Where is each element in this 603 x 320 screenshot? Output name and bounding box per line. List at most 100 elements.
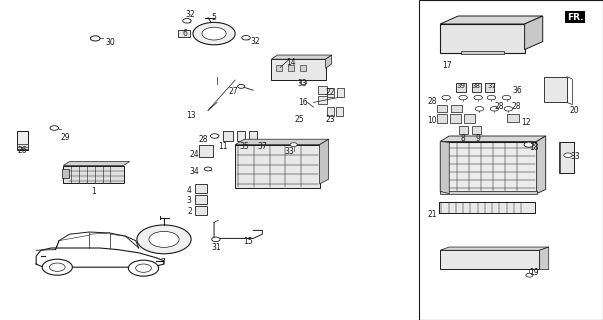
Bar [63, 166, 124, 183]
Text: 6: 6 [182, 29, 187, 38]
Bar [456, 83, 466, 92]
Circle shape [137, 225, 191, 254]
Circle shape [204, 167, 212, 171]
Text: 27: 27 [229, 87, 238, 96]
Text: 18: 18 [529, 143, 539, 152]
Bar [472, 83, 481, 92]
Bar [458, 126, 468, 134]
Circle shape [183, 19, 191, 23]
Circle shape [50, 126, 58, 130]
Text: 33: 33 [285, 147, 294, 156]
Circle shape [212, 237, 220, 242]
Text: 29: 29 [60, 133, 70, 142]
Text: 21: 21 [428, 210, 437, 219]
Bar [419, 0, 603, 320]
Text: 22: 22 [325, 88, 335, 97]
Polygon shape [63, 162, 130, 165]
Bar [235, 145, 320, 188]
Text: 2: 2 [187, 207, 192, 216]
Bar [195, 206, 207, 215]
Text: 20: 20 [569, 106, 579, 115]
Bar [276, 65, 282, 71]
Text: 32: 32 [185, 10, 195, 19]
Circle shape [238, 84, 245, 88]
Bar [17, 131, 28, 150]
Polygon shape [540, 247, 549, 269]
Text: 28: 28 [511, 102, 521, 111]
Text: 17: 17 [443, 61, 452, 70]
Bar [507, 114, 519, 122]
Text: 10: 10 [428, 116, 437, 124]
Circle shape [210, 134, 219, 138]
Bar [440, 142, 537, 192]
Polygon shape [440, 136, 546, 141]
Polygon shape [326, 55, 332, 68]
Bar [17, 144, 28, 149]
Bar [337, 88, 344, 97]
Bar [437, 114, 447, 123]
Text: 38: 38 [472, 83, 481, 89]
Bar [195, 195, 207, 204]
Bar [288, 65, 294, 71]
Bar [439, 202, 535, 213]
Text: 28: 28 [428, 97, 437, 106]
Circle shape [193, 22, 235, 45]
Bar [195, 184, 207, 193]
Text: 28: 28 [494, 102, 504, 111]
Text: FR.: FR. [567, 13, 583, 22]
Text: 31: 31 [211, 243, 221, 252]
Circle shape [149, 231, 179, 247]
Circle shape [459, 95, 467, 100]
Bar [318, 96, 327, 104]
Text: 5: 5 [212, 13, 216, 22]
Polygon shape [440, 141, 449, 194]
Bar [472, 126, 481, 134]
Text: 19: 19 [529, 268, 539, 277]
Bar [336, 107, 343, 116]
Text: 11: 11 [218, 142, 228, 151]
Text: 4: 4 [187, 186, 192, 195]
Text: 24: 24 [189, 150, 199, 159]
Polygon shape [235, 139, 329, 145]
Bar [178, 30, 190, 37]
Text: 28: 28 [198, 135, 208, 144]
Bar [450, 114, 461, 123]
Bar [451, 105, 462, 112]
Bar [249, 131, 257, 141]
Text: 34: 34 [189, 167, 199, 176]
Bar [237, 131, 245, 141]
Text: 7: 7 [160, 258, 165, 267]
Circle shape [504, 107, 513, 111]
Bar [300, 65, 306, 71]
Bar [327, 107, 334, 116]
Polygon shape [440, 247, 549, 250]
Text: 37: 37 [257, 142, 267, 151]
Text: 8: 8 [461, 134, 466, 143]
Bar [464, 114, 475, 123]
Circle shape [526, 273, 533, 277]
Bar [440, 250, 539, 269]
Bar [62, 169, 69, 178]
Circle shape [475, 107, 484, 111]
Circle shape [474, 95, 482, 100]
Circle shape [202, 27, 226, 40]
Circle shape [490, 107, 499, 111]
Text: 23: 23 [325, 115, 335, 124]
Circle shape [49, 263, 65, 271]
Bar [461, 51, 504, 54]
Text: 15: 15 [244, 237, 253, 246]
Circle shape [136, 264, 151, 272]
Bar [271, 60, 326, 80]
Circle shape [42, 259, 72, 275]
Circle shape [502, 95, 511, 100]
Bar [327, 88, 334, 97]
Polygon shape [440, 16, 543, 24]
Bar [318, 86, 327, 94]
Circle shape [128, 260, 159, 276]
Bar [559, 142, 574, 173]
Text: 32: 32 [250, 37, 260, 46]
Circle shape [442, 95, 450, 100]
Text: 30: 30 [106, 38, 115, 47]
Text: 14: 14 [286, 58, 296, 67]
Circle shape [290, 143, 297, 147]
